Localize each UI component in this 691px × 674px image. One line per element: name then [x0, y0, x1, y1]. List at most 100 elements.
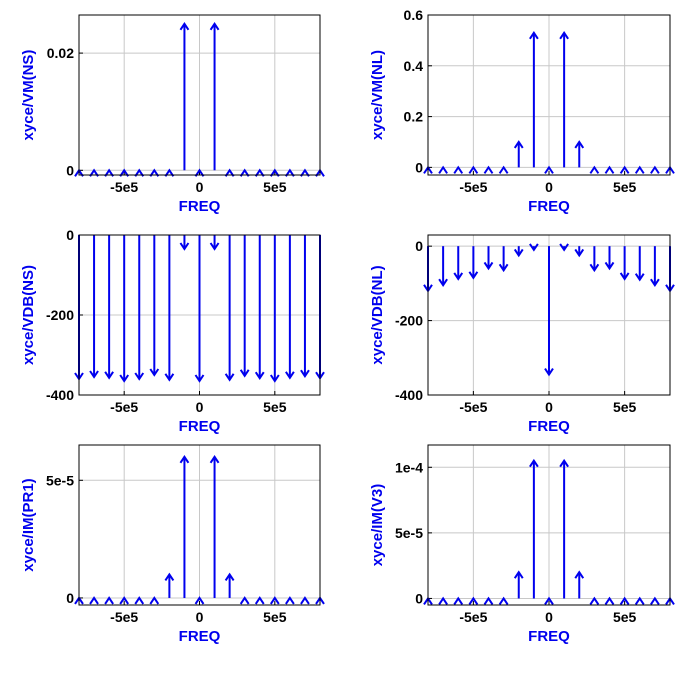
stem-arrowhead: [529, 30, 539, 40]
plot-frame: [427, 234, 671, 396]
stem-4-16: [650, 246, 660, 288]
chart-panel-1: -5e5 0 5e5 0 0.02 FREQ xyce/VM(NS): [20, 14, 325, 215]
stem-3-9: [194, 235, 205, 383]
y-tick-label: 5e-5: [46, 472, 74, 488]
stem-arrowhead: [269, 168, 280, 177]
y-tick-label: -200: [46, 307, 74, 323]
stem-arrowhead: [604, 165, 615, 174]
stem-4-14: [619, 246, 630, 281]
stem-arrowhead: [529, 243, 539, 252]
x-tick-label: 0: [545, 179, 553, 195]
x-tick-label: 0: [545, 609, 553, 625]
stem-arrowhead: [559, 30, 569, 40]
stem-4-9: [544, 246, 554, 377]
stem-arrowhead: [498, 165, 509, 174]
stem-arrowhead: [300, 369, 310, 379]
x-axis-label: FREQ: [528, 198, 570, 215]
stem-arrowhead: [483, 165, 494, 174]
stem-2-7: [513, 140, 524, 168]
stem-2-13: [604, 165, 615, 174]
stem-arrowhead: [529, 458, 539, 468]
y-axis-label: xyce/VDB(NS): [20, 265, 37, 365]
stem-arrowhead: [104, 596, 114, 605]
stem-6-5: [483, 596, 494, 605]
plot-frame: [427, 14, 671, 176]
stem-6-7: [513, 570, 524, 599]
stem-arrowhead: [134, 168, 145, 177]
x-tick-label: -5e5: [459, 179, 487, 195]
stem-arrowhead: [194, 374, 205, 383]
stem-arrowhead: [513, 140, 524, 149]
stem-arrowhead: [149, 596, 160, 605]
stem-arrowhead: [239, 168, 250, 177]
stem-1-6: [149, 168, 160, 177]
stem-6-13: [604, 596, 615, 605]
stem-4-10: [559, 243, 569, 252]
x-tick-label: 5e5: [263, 179, 287, 195]
stem-5-16: [300, 596, 310, 605]
stem-4-3: [453, 246, 464, 281]
plot-frame: [78, 14, 321, 176]
stem-arrowhead: [589, 263, 600, 273]
stem-arrowhead: [149, 368, 160, 377]
stem-arrowhead: [483, 596, 494, 605]
stem-3-4: [119, 235, 130, 383]
stem-arrowhead: [194, 168, 205, 177]
stem-arrowhead: [498, 263, 509, 273]
stem-arrowhead: [544, 367, 554, 377]
stem-arrowhead: [589, 596, 600, 605]
stem-arrowhead: [634, 273, 645, 282]
stem-arrowhead: [285, 168, 295, 177]
stem-5-10: [209, 454, 220, 598]
stem-2-12: [589, 165, 600, 174]
stem-arrowhead: [239, 369, 250, 378]
stem-3-14: [269, 235, 280, 383]
stem-6-4: [468, 596, 479, 605]
y-axis-label: xyce/VDB(NL): [369, 265, 386, 364]
stem-3-8: [179, 235, 190, 251]
x-tick-label: 5e5: [263, 399, 287, 415]
stem-arrowhead: [254, 168, 265, 177]
stem-3-6: [149, 235, 160, 377]
x-tick-label: -5e5: [110, 609, 138, 625]
stem-5-6: [149, 596, 160, 605]
stem-arrowhead: [269, 596, 280, 605]
x-tick-label: -5e5: [110, 179, 138, 195]
stem-4-8: [529, 243, 539, 252]
stem-5-8: [179, 454, 190, 598]
stem-arrowhead: [179, 21, 190, 31]
stem-arrowhead: [483, 261, 494, 271]
stem-arrowhead: [589, 165, 600, 174]
stem-arrowhead: [300, 596, 310, 605]
stem-5-9: [194, 596, 205, 605]
y-tick-label: 0: [415, 590, 423, 606]
stem-1-9: [194, 168, 205, 177]
stem-arrowhead: [619, 596, 630, 605]
y-axis-label: xyce/VM(NS): [20, 50, 37, 141]
stem-arrowhead: [119, 374, 130, 383]
y-tick-label: -400: [395, 387, 423, 403]
stem-3-16: [300, 235, 310, 379]
stem-5-2: [89, 596, 99, 605]
y-tick-label: 0: [66, 227, 74, 243]
stem-arrowhead: [194, 596, 205, 605]
y-tick-label: 0: [415, 238, 423, 254]
stem-arrowhead: [634, 165, 645, 174]
chart-panel-5: -5e5 0 5e5 0 5e-5 FREQ xyce/IM(PR1): [20, 444, 325, 645]
stem-arrowhead: [604, 261, 615, 271]
stem-6-12: [589, 596, 600, 605]
stem-arrowhead: [119, 596, 130, 605]
stem-3-2: [89, 235, 99, 379]
stem-4-15: [634, 246, 645, 282]
stem-2-2: [438, 165, 448, 174]
stem-6-15: [634, 596, 645, 605]
stem-2-4: [468, 165, 479, 174]
stem-arrowhead: [285, 371, 295, 380]
stem-arrowhead: [498, 596, 509, 605]
y-tick-label: 0: [66, 590, 74, 606]
stem-arrowhead: [134, 372, 145, 381]
stem-2-8: [529, 30, 539, 168]
stem-2-6: [498, 165, 509, 174]
stem-5-12: [239, 596, 250, 605]
stem-arrowhead: [559, 458, 569, 468]
